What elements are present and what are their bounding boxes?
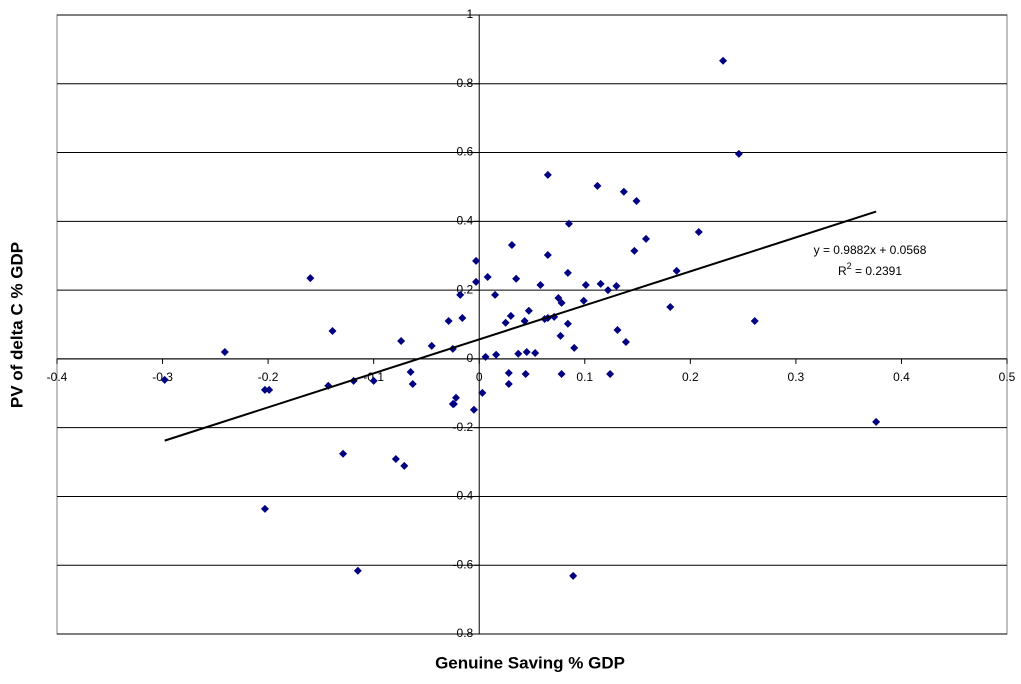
data-point xyxy=(694,227,703,236)
data-point xyxy=(506,311,515,320)
data-point xyxy=(501,318,510,327)
data-point xyxy=(458,313,467,322)
y-tick-label: 0.6 xyxy=(457,145,474,159)
data-point xyxy=(452,393,460,402)
data-point xyxy=(632,197,641,206)
data-point xyxy=(397,337,406,346)
data-point xyxy=(406,367,415,376)
data-point xyxy=(642,234,650,243)
data-point xyxy=(444,317,453,326)
x-tick-label: 0.1 xyxy=(576,370,593,384)
data-point xyxy=(570,343,579,352)
data-point xyxy=(512,274,521,283)
data-point xyxy=(543,251,552,260)
data-point xyxy=(353,566,362,575)
data-point xyxy=(483,273,492,282)
data-point xyxy=(472,256,481,265)
data-point xyxy=(581,280,590,289)
y-tick-label: -0.2 xyxy=(453,420,474,434)
y-axis-title: PV of delta C % GDP xyxy=(7,242,26,408)
data-point xyxy=(220,348,229,357)
data-point xyxy=(612,281,621,290)
data-point xyxy=(391,454,400,463)
data-point xyxy=(719,56,728,65)
data-point xyxy=(456,290,465,299)
data-point xyxy=(306,274,315,283)
y-tick-label: -0.6 xyxy=(453,557,474,571)
data-point xyxy=(469,405,478,414)
data-point xyxy=(427,341,436,350)
data-point xyxy=(579,296,588,305)
data-point xyxy=(619,187,628,196)
data-point xyxy=(666,302,675,311)
data-point xyxy=(569,571,578,580)
x-tick-label: -0.4 xyxy=(47,370,68,384)
data-point xyxy=(596,279,605,288)
data-point xyxy=(593,181,602,190)
data-point xyxy=(630,246,639,255)
data-point xyxy=(557,298,566,307)
data-point xyxy=(478,388,487,397)
data-point xyxy=(369,376,378,385)
data-point xyxy=(507,241,516,250)
data-point xyxy=(564,219,573,228)
data-point xyxy=(260,385,269,394)
data-point xyxy=(531,349,540,358)
x-tick-label: 0.2 xyxy=(682,370,699,384)
r2-symbol: R xyxy=(838,264,847,278)
data-point xyxy=(536,280,545,289)
y-tick-label: 0.4 xyxy=(457,214,474,228)
data-point xyxy=(448,399,457,408)
y-tick-label: 0.8 xyxy=(457,76,474,90)
data-point xyxy=(400,461,409,470)
data-point xyxy=(265,385,274,394)
data-point xyxy=(504,379,513,388)
y-tick-label: 1 xyxy=(467,7,474,21)
data-point xyxy=(606,370,615,379)
y-tick-label: -0.8 xyxy=(453,626,474,640)
trendline-r2: R2 = 0.2391 xyxy=(838,261,902,278)
data-point xyxy=(734,149,743,158)
data-point xyxy=(160,375,169,384)
data-point xyxy=(750,317,759,326)
data-point xyxy=(504,368,513,377)
plot-frame xyxy=(56,14,1008,635)
x-tick-label: 0.5 xyxy=(999,370,1016,384)
x-tick-label: -0.3 xyxy=(152,370,173,384)
data-point xyxy=(481,352,490,361)
data-point xyxy=(472,277,481,286)
y-tick-label: -0.4 xyxy=(453,489,474,503)
x-axis-title: Genuine Saving % GDP xyxy=(435,653,625,672)
data-point xyxy=(514,349,523,358)
data-point xyxy=(491,290,500,299)
r2-exponent: 2 xyxy=(847,261,852,271)
data-point xyxy=(872,417,881,426)
data-point xyxy=(563,319,572,328)
data-point xyxy=(408,379,417,388)
trendline xyxy=(164,210,877,442)
trendline-equation: y = 0.9882x + 0.0568 xyxy=(814,243,927,257)
x-tick-label: 0.3 xyxy=(788,370,805,384)
data-point xyxy=(563,268,572,277)
y-tick-label: 0 xyxy=(467,351,474,365)
data-point xyxy=(604,286,612,295)
x-tick-label: -0.2 xyxy=(258,370,279,384)
data-point xyxy=(543,170,552,179)
data-point xyxy=(556,331,565,340)
data-point xyxy=(524,306,533,315)
data-point xyxy=(522,348,531,357)
data-point xyxy=(621,338,630,347)
data-point xyxy=(613,326,622,335)
r2-value: = 0.2391 xyxy=(852,264,903,278)
data-point xyxy=(672,266,681,275)
data-point xyxy=(521,370,530,379)
data-point xyxy=(260,504,269,513)
data-point xyxy=(492,350,501,359)
data-point xyxy=(557,370,566,379)
data-point xyxy=(339,449,348,458)
data-point xyxy=(328,327,337,336)
x-tick-label: 0.4 xyxy=(893,370,910,384)
